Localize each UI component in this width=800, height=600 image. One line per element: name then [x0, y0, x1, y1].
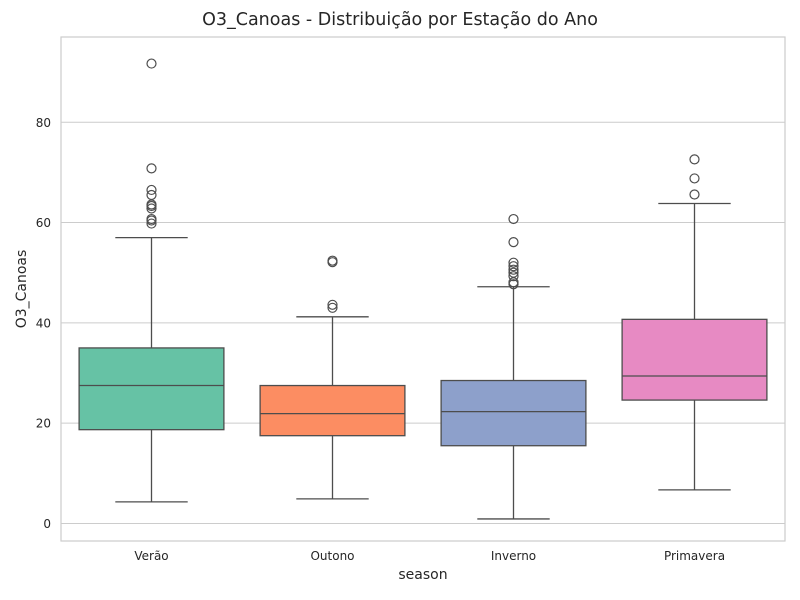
x-tick-label: Primavera	[664, 549, 725, 563]
x-axis-label: season	[398, 567, 448, 583]
outlier-point	[146, 213, 157, 225]
box-verão	[78, 347, 225, 431]
outlier-point	[327, 299, 338, 310]
y-tick-label: 40	[36, 316, 51, 330]
outlier-point	[508, 213, 519, 225]
y-tick-label: 80	[36, 116, 51, 130]
box-outono	[259, 384, 406, 437]
outlier-point	[508, 267, 519, 278]
outlier-point	[508, 264, 519, 275]
plot-frame	[60, 36, 786, 542]
outlier-point	[327, 302, 338, 313]
y-tick-label: 20	[36, 417, 51, 431]
outlier-point	[689, 154, 700, 165]
y-tick-label: 0	[43, 517, 51, 531]
outlier-point	[689, 189, 700, 200]
outlier-point	[146, 58, 157, 69]
outlier-point	[508, 237, 519, 248]
box-primavera	[621, 318, 768, 401]
outlier-point	[689, 173, 700, 184]
x-tick-label: Verão	[134, 549, 168, 563]
chart-title: O3_Canoas - Distribuição por Estação do …	[202, 10, 598, 30]
outlier-point	[327, 255, 338, 266]
outlier-point	[146, 163, 157, 174]
box-inverno	[440, 379, 587, 447]
outlier-point	[146, 203, 157, 214]
outlier-point	[508, 261, 519, 272]
outlier-point	[146, 189, 157, 201]
y-axis-label: O3_Canoas	[14, 249, 30, 329]
outlier-point	[508, 271, 519, 282]
x-tick-label: Inverno	[491, 549, 536, 563]
outlier-point	[146, 184, 157, 196]
y-tick-label: 60	[36, 216, 51, 230]
outlier-point	[146, 218, 157, 229]
outlier-point	[508, 257, 519, 268]
x-tick-label: Outono	[310, 549, 354, 563]
